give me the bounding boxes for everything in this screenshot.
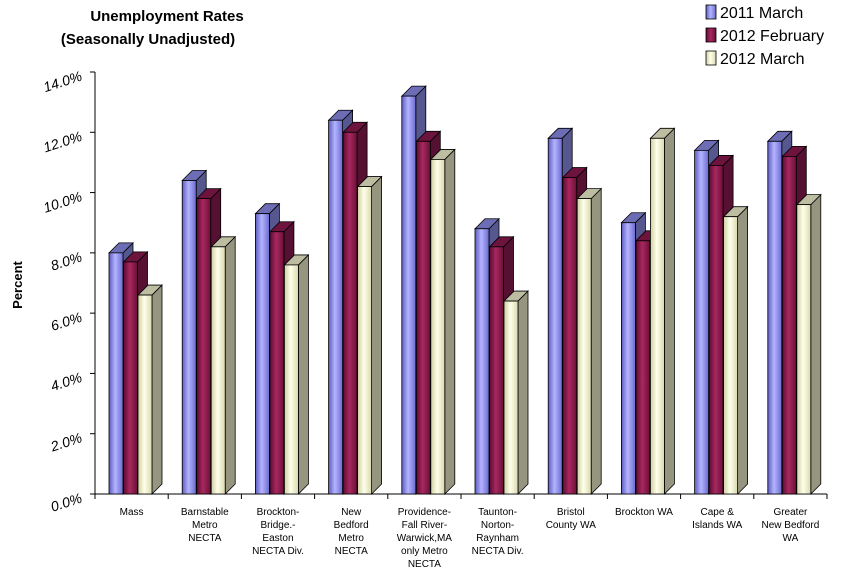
bar-front-face	[357, 186, 373, 495]
bar-side-face	[517, 290, 529, 495]
category-labels: Mass Barnstable Metro NECTA Brockton-Bridge.…	[120, 507, 820, 570]
bar-side-face	[444, 148, 456, 495]
bar-2-8	[722, 205, 749, 495]
bar-side-face	[224, 235, 236, 495]
bar-front-face	[415, 140, 431, 495]
x-category-label: Bristol County WA	[546, 507, 597, 531]
bar-front-face	[576, 198, 592, 495]
chart-title-line-1: Unemployment Rates	[90, 8, 243, 25]
bar-front-face	[474, 228, 490, 495]
bar-2-7	[649, 127, 676, 495]
bar-2-3	[356, 175, 383, 495]
y-tick-label: 10.0%	[41, 188, 84, 215]
bar-2-5	[503, 290, 529, 495]
x-category-label: Barnstable Metro NECTA	[181, 507, 229, 544]
y-tick-label: 2.0%	[48, 429, 84, 454]
legend-swatch	[705, 4, 717, 20]
bar-front-face	[269, 231, 285, 495]
legend-swatch	[705, 27, 717, 43]
bar-front-face	[781, 155, 797, 495]
bar-front-face	[503, 300, 519, 495]
bar-front-face	[123, 261, 138, 495]
x-category-label: Taunton-Norton-Raynham NECTA Div.	[472, 507, 524, 557]
bar-2-9	[795, 193, 822, 495]
bar-side-face	[590, 187, 602, 495]
y-tick-label: 4.0%	[49, 369, 84, 394]
bar-side-face	[664, 127, 675, 495]
bar-front-face	[767, 140, 783, 495]
x-category-label: Greater New Bedford WA	[761, 507, 819, 544]
x-category-label: Brockton WA	[615, 507, 673, 518]
bar-2-0	[137, 284, 163, 495]
bars	[108, 85, 822, 495]
bar-side-face	[737, 205, 748, 495]
bar-front-face	[196, 198, 212, 495]
bar-front-face	[562, 177, 578, 495]
bar-front-face	[254, 213, 270, 495]
x-category-label: New Bedford Metro NECTA	[334, 507, 369, 557]
legend-item-2: 2012 March	[705, 50, 805, 68]
bar-front-face	[328, 119, 344, 495]
bar-front-face	[708, 165, 724, 495]
bar-front-face	[694, 149, 709, 495]
bar-front-face	[137, 294, 153, 495]
y-tick-label: 6.0%	[49, 309, 84, 334]
bar-2-6	[576, 187, 603, 495]
x-category-label: Cape & Islands WA	[692, 507, 743, 531]
y-tick-labels: 0.0% 2.0% 4.0% 6.0% 8.0% 10.0% 12.0% 14.0%	[41, 68, 84, 515]
bar-front-face	[108, 252, 124, 495]
bar-front-face	[181, 180, 197, 495]
bar-front-face	[723, 216, 738, 495]
bar-front-face	[547, 137, 563, 495]
x-category-label: Brockton-Bridge.-Easton NECTA Div.	[252, 507, 304, 557]
bar-2-1	[210, 235, 237, 495]
legend-swatch	[705, 50, 717, 66]
bar-front-face	[401, 95, 417, 495]
bar-side-face	[810, 193, 822, 495]
bar-2-4	[429, 148, 456, 495]
legend-item-0: 2011 March	[705, 4, 803, 22]
bar-front-face	[489, 246, 504, 495]
bar-front-face	[430, 159, 446, 495]
bar-side-face	[371, 175, 383, 495]
bar-front-face	[210, 246, 226, 495]
legend-label: 2012 February	[720, 28, 824, 45]
bar-side-face	[151, 284, 163, 495]
bar-2-2	[283, 253, 310, 495]
bar-front-face	[635, 240, 651, 495]
y-tick-label: 8.0%	[49, 248, 84, 273]
bar-front-face	[342, 131, 358, 495]
chart-title-line-2: (Seasonally Unadjusted)	[61, 31, 235, 48]
bar-side-face	[297, 253, 309, 495]
x-category-label: Providence-Fall River-Warwick,MA only Met…	[397, 507, 453, 570]
legend-item-1: 2012 February	[705, 27, 824, 45]
x-category-label: Mass	[120, 507, 144, 518]
legend: 2011 March 2012 February 2012 March	[705, 4, 824, 68]
y-tick-label: 14.0%	[41, 68, 84, 95]
bar-front-face	[796, 204, 812, 495]
y-axis-label: Percent	[10, 260, 25, 308]
y-tick-label: 0.0%	[49, 490, 84, 515]
legend-label: 2012 March	[720, 51, 805, 68]
bar-front-face	[650, 137, 665, 495]
bar-front-face	[621, 222, 636, 495]
y-tick-label: 12.0%	[41, 128, 84, 155]
bar-front-face	[283, 264, 299, 495]
legend-label: 2011 March	[720, 5, 803, 22]
